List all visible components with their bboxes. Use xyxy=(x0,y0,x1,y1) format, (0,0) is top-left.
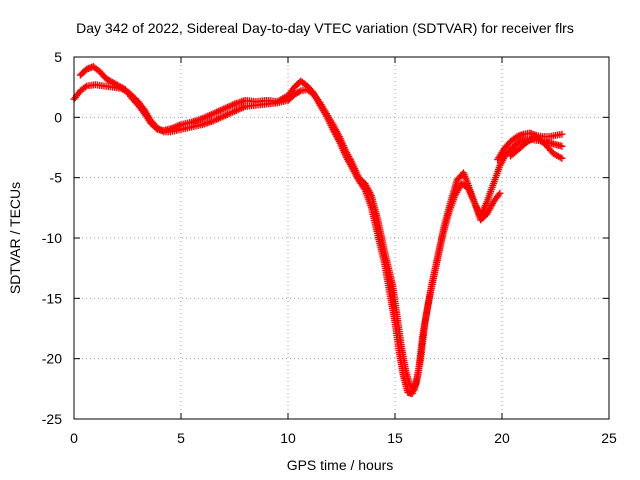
data-point xyxy=(81,83,89,91)
plot-frame xyxy=(73,56,610,420)
data-point xyxy=(295,88,303,96)
data-point xyxy=(360,184,368,192)
y-tick-label: -20 xyxy=(42,351,62,367)
y-tick-label: -15 xyxy=(42,290,62,306)
x-tick-label: 10 xyxy=(280,430,296,446)
data-point xyxy=(558,142,566,150)
grid-lines xyxy=(74,57,609,419)
data-series xyxy=(507,133,566,162)
data-point xyxy=(558,154,566,162)
y-tick-label: 5 xyxy=(54,49,62,65)
y-tick-label: 0 xyxy=(54,109,62,125)
x-tick-label: 15 xyxy=(387,430,403,446)
x-tick-label: 20 xyxy=(494,430,510,446)
y-axis-label: SDTVAR / TECUs xyxy=(7,182,23,294)
y-tick-label: -5 xyxy=(50,170,63,186)
data-point xyxy=(152,124,160,132)
x-tick-label: 25 xyxy=(601,430,617,446)
data-series xyxy=(70,81,566,394)
x-axis-label: GPS time / hours xyxy=(287,457,394,473)
data-points xyxy=(70,63,566,398)
x-tick-label: 0 xyxy=(70,430,78,446)
y-tick-label: -25 xyxy=(42,411,62,427)
data-point xyxy=(558,130,566,138)
data-series xyxy=(76,63,504,398)
chart-title: Day 342 of 2022, Sidereal Day-to-day VTE… xyxy=(76,20,574,36)
y-tick-label: -10 xyxy=(42,230,62,246)
x-tick-label: 5 xyxy=(177,430,185,446)
data-point xyxy=(496,189,504,197)
axis-ticks: 0 5 10 15 20 25 -25 -20 -15 -10 -5 0 5 xyxy=(42,49,617,446)
